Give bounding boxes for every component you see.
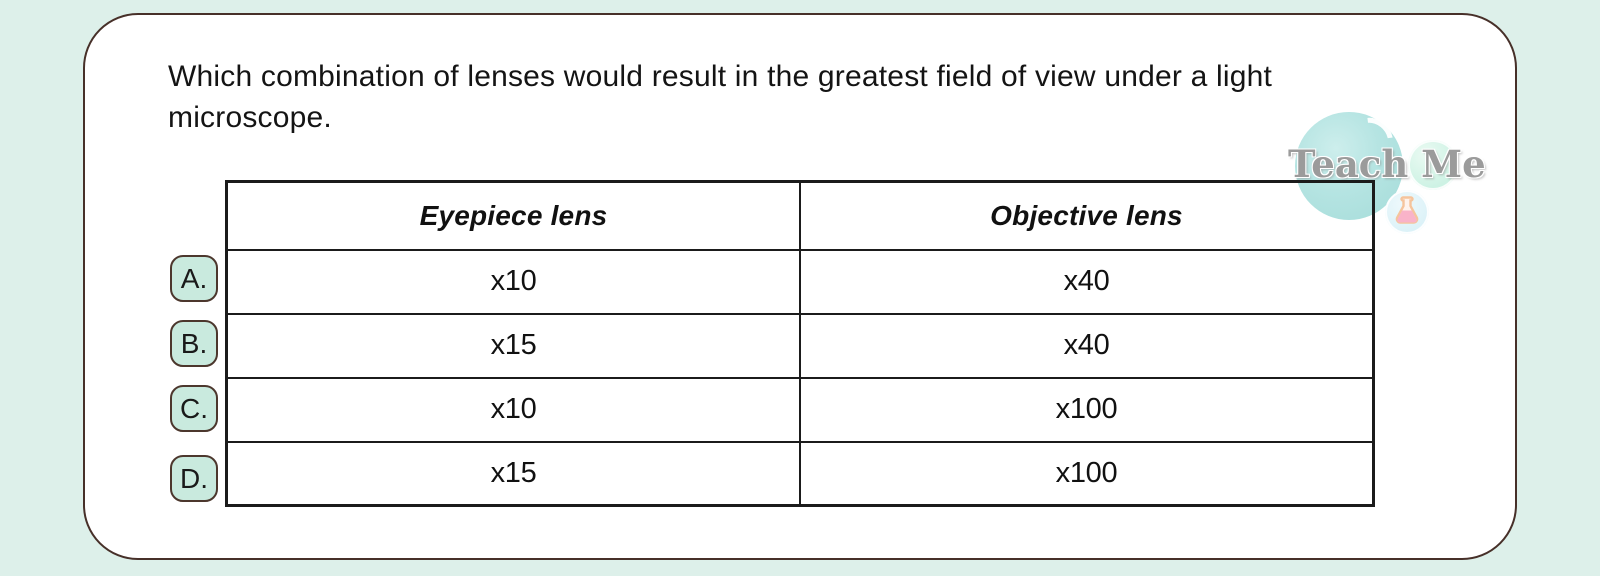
answer-row-a[interactable]: x10 x40 — [225, 248, 1375, 315]
flask-bubble — [1385, 190, 1429, 234]
option-badge-c[interactable]: C. — [170, 385, 218, 432]
logo-bubble-small — [1408, 140, 1458, 190]
column-header-objective: Objective lens — [799, 180, 1375, 251]
objective-value: x40 — [799, 248, 1375, 315]
eyepiece-value: x15 — [225, 312, 801, 379]
objective-value: x100 — [799, 376, 1375, 443]
lens-options-table: Eyepiece lens Objective lens x10 x40 x15… — [225, 180, 1375, 507]
question-text: Which combination of lenses would result… — [168, 60, 1273, 134]
logo-wordmark: Teach Me — [1288, 142, 1486, 186]
table-header-row: Eyepiece lens Objective lens — [225, 180, 1375, 251]
answer-row-b[interactable]: x15 x40 — [225, 312, 1375, 379]
objective-value: x40 — [799, 312, 1375, 379]
column-header-eyepiece: Eyepiece lens — [225, 180, 801, 251]
answer-row-d[interactable]: x15 x100 — [225, 440, 1375, 507]
option-badge-a[interactable]: A. — [170, 255, 218, 302]
eyepiece-value: x10 — [225, 376, 801, 443]
answer-row-c[interactable]: x10 x100 — [225, 376, 1375, 443]
eyepiece-value: x15 — [225, 440, 801, 507]
option-badge-b[interactable]: B. — [170, 320, 218, 367]
erlenmeyer-flask-icon — [1390, 193, 1424, 232]
eyepiece-value: x10 — [225, 248, 801, 315]
objective-value: x100 — [799, 440, 1375, 507]
option-badge-d[interactable]: D. — [170, 455, 218, 502]
